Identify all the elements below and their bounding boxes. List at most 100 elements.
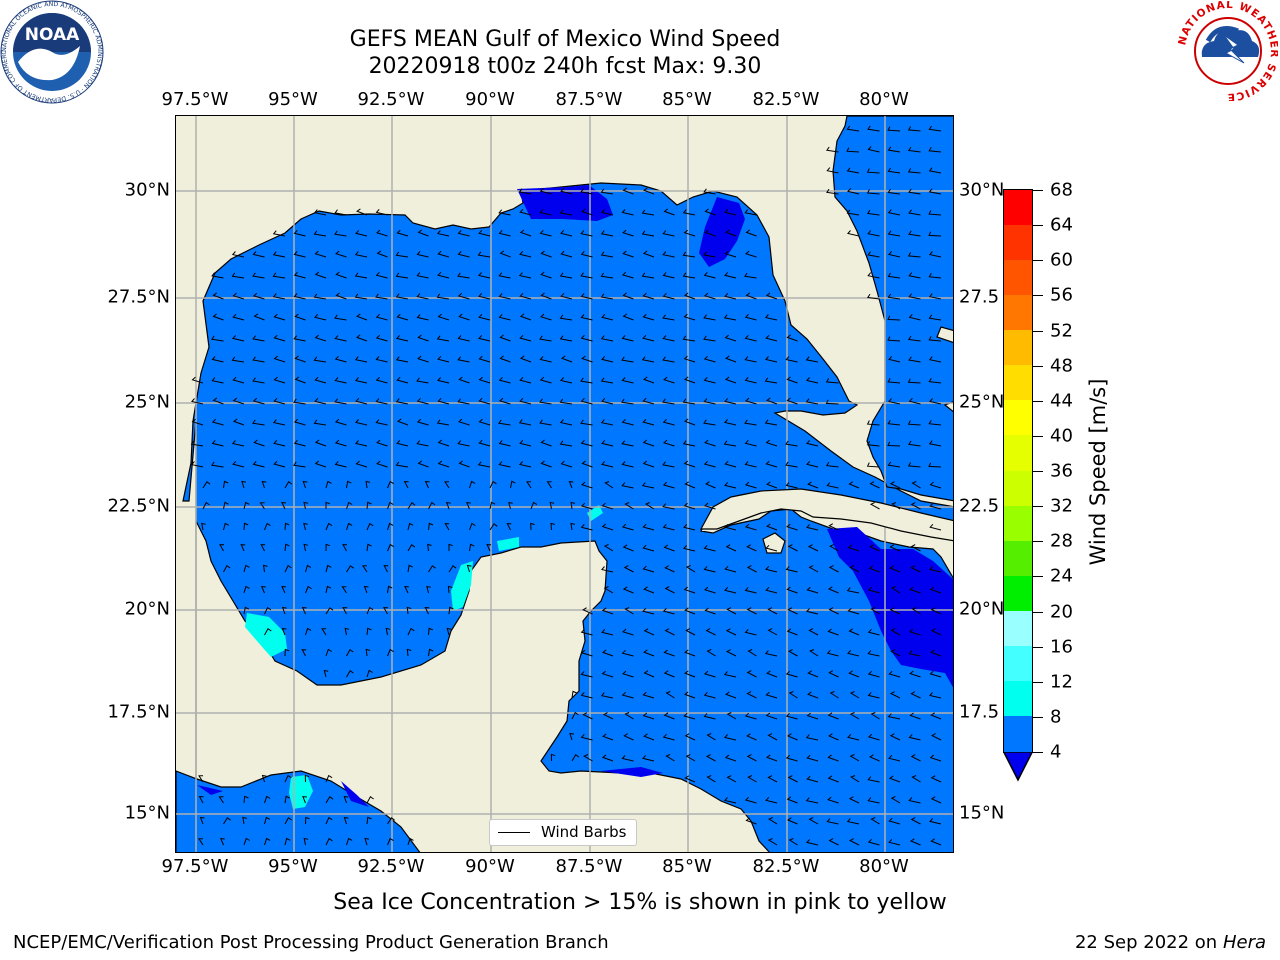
- wind-barb: [744, 397, 757, 405]
- wind-barb: [273, 313, 286, 321]
- wind-barb: [582, 712, 593, 720]
- lon-label-bottom: 87.5°W: [555, 856, 623, 877]
- wind-barb: [243, 585, 250, 594]
- wind-barb: [911, 607, 921, 615]
- wind-barb: [786, 733, 798, 741]
- wind-barb: [641, 356, 655, 363]
- wind-barb: [725, 355, 737, 363]
- wind-barb: [826, 146, 839, 153]
- wind-barb: [928, 167, 942, 174]
- wind-barb: [621, 418, 634, 426]
- wind-barb: [580, 502, 593, 510]
- wind-barb: [376, 460, 388, 468]
- wind-barb: [930, 607, 942, 615]
- wind-barb: [623, 565, 634, 573]
- wind-barb: [847, 607, 860, 615]
- wind-barb: [498, 314, 511, 321]
- wind-barb: [866, 209, 880, 216]
- wind-barb: [703, 272, 716, 279]
- wind-barb: [305, 627, 312, 636]
- wind-barb: [489, 523, 498, 531]
- wind-barb: [559, 377, 573, 384]
- wind-barb: [910, 565, 921, 573]
- wind-barb: [314, 334, 327, 342]
- lon-label-top: 95°W: [268, 89, 318, 110]
- colorbar-tick: [1033, 400, 1043, 402]
- wind-barb: [498, 461, 511, 468]
- wind-barb: [417, 229, 429, 237]
- wind-barb: [601, 629, 614, 636]
- wind-barb: [403, 481, 409, 489]
- wind-barb: [539, 356, 552, 363]
- wind-barb: [264, 522, 271, 531]
- wind-barb: [828, 670, 839, 678]
- wind-barb: [765, 334, 778, 342]
- wind-barb: [703, 335, 716, 342]
- wind-barb: [375, 376, 388, 384]
- wind-barb: [887, 126, 901, 132]
- wind-barb: [580, 293, 593, 300]
- wind-barb: [407, 837, 414, 846]
- wind-barb: [683, 502, 696, 510]
- wind-barb: [253, 313, 265, 321]
- wind-barb: [570, 522, 576, 531]
- wind-barb: [846, 147, 860, 153]
- wind-barb: [642, 460, 655, 468]
- wind-barb: [303, 543, 309, 552]
- wind-barb: [211, 272, 224, 279]
- lat-label-left: 27.5°N: [107, 286, 170, 308]
- wind-barb: [314, 250, 327, 258]
- wind-barb: [546, 481, 552, 489]
- wind-barb: [212, 292, 224, 300]
- wind-barb: [665, 754, 675, 762]
- wind-barb: [395, 461, 409, 468]
- wind-barb: [725, 229, 737, 237]
- wind-barb: [866, 420, 880, 426]
- wind-barb: [600, 419, 614, 426]
- wind-barb: [723, 734, 737, 741]
- wind-barb: [211, 440, 224, 447]
- wind-barb: [325, 480, 332, 489]
- wind-barb: [724, 565, 737, 573]
- wind-barb: [232, 397, 245, 405]
- wind-barb: [568, 481, 574, 489]
- wind-barb: [540, 439, 552, 447]
- wind-barb: [870, 607, 880, 615]
- wind-barb: [580, 251, 593, 258]
- wind-barb: [767, 628, 778, 636]
- wind-barb: [744, 796, 757, 804]
- wind-barb: [788, 691, 798, 699]
- wind-barb: [724, 272, 737, 279]
- wind-barb: [231, 251, 245, 258]
- wind-barb: [703, 670, 716, 678]
- wind-barb: [888, 817, 901, 825]
- wind-barb: [486, 544, 492, 552]
- wind-barb: [867, 776, 880, 783]
- wind-barb: [849, 754, 860, 762]
- wind-barb: [928, 314, 942, 321]
- wind-barb: [539, 187, 552, 195]
- wind-barb: [356, 208, 368, 216]
- wind-barb: [314, 398, 327, 405]
- wind-barb: [621, 755, 634, 762]
- wind-barb: [303, 522, 308, 531]
- wind-barb: [703, 188, 716, 195]
- wind-barb: [314, 271, 327, 279]
- wind-barb: [559, 419, 573, 426]
- wind-barb: [387, 648, 394, 657]
- wind-barb: [747, 649, 757, 657]
- wind-barb: [580, 649, 593, 657]
- wind-barb: [704, 502, 716, 510]
- wind-barb: [744, 313, 757, 321]
- wind-barb: [354, 356, 368, 363]
- wind-barb: [559, 209, 573, 216]
- wind-barb: [705, 481, 716, 489]
- colorbar-tick: [1033, 330, 1043, 332]
- wind-barb: [601, 440, 614, 447]
- wind-barb: [540, 460, 552, 468]
- wind-barb: [366, 816, 372, 825]
- svg-text:NOAA: NOAA: [25, 25, 80, 45]
- moderate-wind-patch: [245, 613, 287, 657]
- wind-barb: [325, 585, 332, 594]
- wind-barb: [387, 817, 396, 825]
